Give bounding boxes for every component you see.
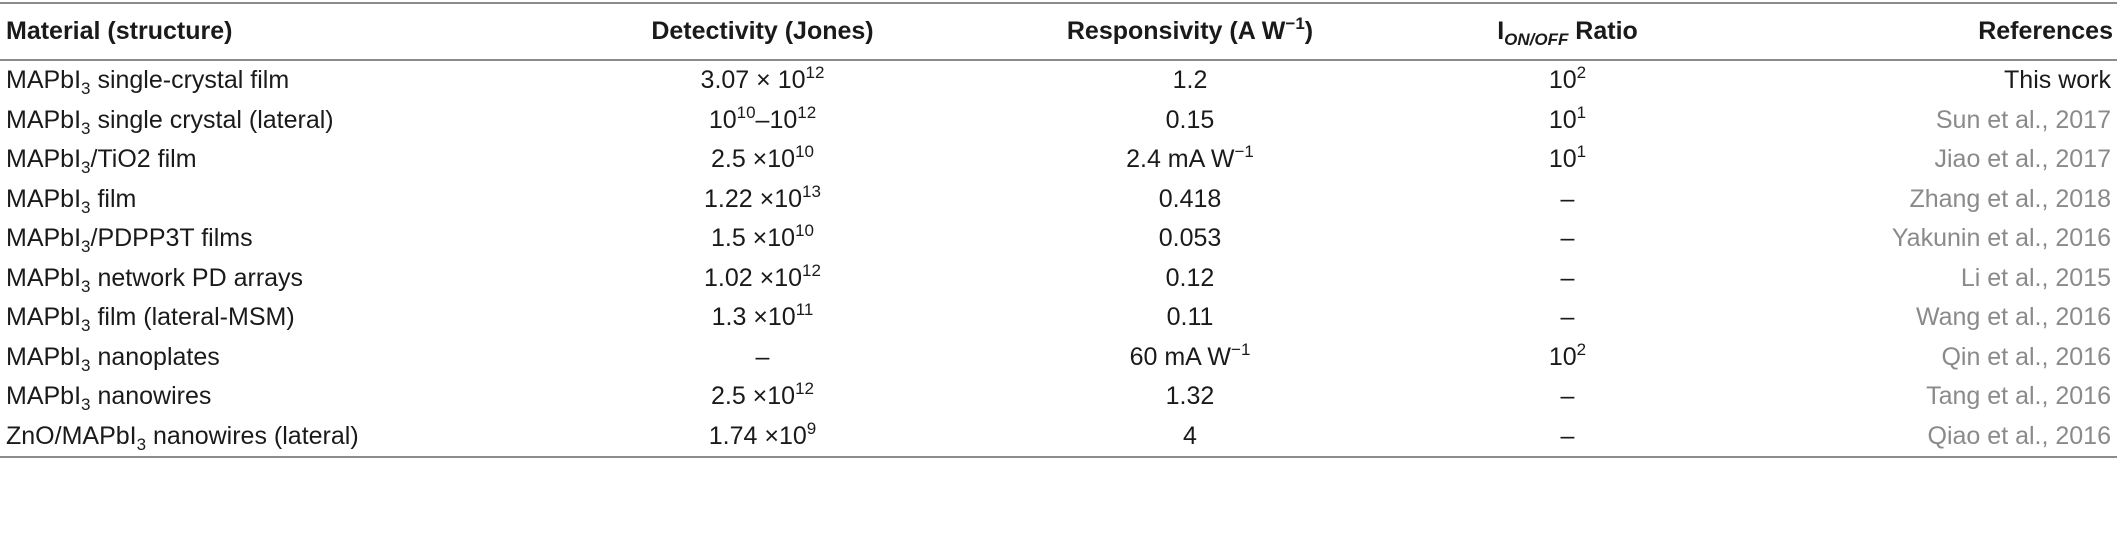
cell-material: MAPbI3/PDPP3T films [6, 224, 253, 257]
table-row-2: MAPbI3 single crystal (lateral) 1010–101… [0, 101, 2117, 141]
cell-material: MAPbI3 single crystal (lateral) [6, 105, 334, 138]
cell-material: MAPbI3 nanowires [6, 382, 212, 415]
table-row-7: MAPbI3 film (lateral-MSM) 1.3 ×1011 0.11… [0, 298, 2117, 338]
cell-material: MAPbI3 network PD arrays [6, 263, 304, 296]
cell-detectivity: 1.22 ×1013 [704, 181, 821, 213]
cell-reference: Tang et al., 2016 [1926, 382, 2111, 411]
cell-responsivity: 1.32 [1165, 382, 1215, 411]
cell-reference: This work [2004, 66, 2111, 95]
cell-responsivity: 4 [1183, 421, 1197, 450]
table-header: Material (structure) Detectivity (Jones)… [0, 3, 2117, 60]
cell-on-off-ratio: – [1560, 184, 1575, 213]
cell-responsivity: 60 mA W−1 [1129, 339, 1251, 371]
header-responsivity: Responsivity (A W−1) [1066, 14, 1314, 45]
cell-reference: Jiao et al., 2017 [1934, 145, 2111, 174]
cell-material: MAPbI3 film (lateral-MSM) [6, 303, 295, 336]
cell-material: MAPbI3 single-crystal film [6, 66, 290, 99]
cell-detectivity: – [755, 342, 770, 371]
cell-detectivity: 1.02 ×1012 [704, 260, 821, 292]
table-row-6: MAPbI3 network PD arrays 1.02 ×1012 0.12… [0, 259, 2117, 299]
cell-reference: Qiao et al., 2016 [1927, 421, 2111, 450]
cell-detectivity: 3.07 × 1012 [700, 63, 825, 95]
cell-detectivity: 2.5 ×1012 [710, 379, 815, 411]
cell-material: MAPbI3/TiO2 film [6, 145, 197, 178]
cell-material: ZnO/MAPbI3 nanowires (lateral) [6, 421, 359, 454]
table-row-8: MAPbI3 nanoplates – 60 mA W−1 102 Qin et… [0, 338, 2117, 378]
cell-reference: Wang et al., 2016 [1915, 303, 2111, 332]
cell-on-off-ratio: – [1560, 382, 1575, 411]
cell-responsivity: 0.12 [1165, 263, 1215, 292]
cell-material: MAPbI3 film [6, 184, 137, 217]
cell-reference: Yakunin et al., 2016 [1891, 224, 2111, 253]
cell-reference: Li et al., 2015 [1960, 263, 2111, 292]
cell-detectivity: 2.5 ×1010 [710, 142, 815, 174]
cell-responsivity: 0.053 [1158, 224, 1222, 253]
cell-responsivity: 0.11 [1166, 303, 1214, 332]
cell-on-off-ratio: 101 [1548, 142, 1587, 174]
cell-on-off-ratio: – [1560, 224, 1575, 253]
table-row-1: MAPbI3 single-crystal film 3.07 × 1012 1… [0, 60, 2117, 101]
cell-responsivity: 2.4 mA W−1 [1126, 142, 1254, 174]
cell-detectivity: 1010–1012 [708, 102, 817, 134]
cell-on-off-ratio: 102 [1548, 63, 1587, 95]
cell-reference: Sun et al., 2017 [1935, 105, 2111, 134]
cell-on-off-ratio: – [1560, 421, 1575, 450]
header-on-off-ratio: ION/OFF Ratio [1497, 17, 1638, 49]
table-row-9: MAPbI3 nanowires 2.5 ×1012 1.32 – Tang e… [0, 377, 2117, 417]
cell-responsivity: 0.418 [1158, 184, 1222, 213]
cell-on-off-ratio: 101 [1548, 102, 1587, 134]
table-row-10: ZnO/MAPbI3 nanowires (lateral) 1.74 ×109… [0, 417, 2117, 457]
cell-responsivity: 1.2 [1172, 66, 1208, 95]
header-material: Material (structure) [6, 17, 233, 45]
cell-reference: Qin et al., 2016 [1941, 342, 2111, 371]
cell-responsivity: 0.15 [1165, 105, 1215, 134]
photodetector-comparison-table: Material (structure) Detectivity (Jones)… [0, 2, 2117, 458]
cell-on-off-ratio: – [1560, 263, 1575, 292]
cell-detectivity: 1.5 ×1010 [710, 221, 815, 253]
table-row-5: MAPbI3/PDPP3T films 1.5 ×1010 0.053 – Ya… [0, 219, 2117, 259]
header-references: References [1978, 17, 2113, 45]
cell-on-off-ratio: – [1560, 303, 1575, 332]
table-body: MAPbI3 single-crystal film 3.07 × 1012 1… [0, 60, 2117, 457]
cell-material: MAPbI3 nanoplates [6, 342, 220, 375]
table-row-3: MAPbI3/TiO2 film 2.5 ×1010 2.4 mA W−1 10… [0, 140, 2117, 180]
cell-detectivity: 1.74 ×109 [708, 418, 817, 450]
cell-on-off-ratio: 102 [1548, 339, 1587, 371]
table-row-4: MAPbI3 film 1.22 ×1013 0.418 – Zhang et … [0, 180, 2117, 220]
cell-detectivity: 1.3 ×1011 [711, 300, 814, 332]
header-detectivity: Detectivity (Jones) [651, 17, 874, 45]
header-row: Material (structure) Detectivity (Jones)… [0, 3, 2117, 60]
cell-reference: Zhang et al., 2018 [1909, 184, 2111, 213]
